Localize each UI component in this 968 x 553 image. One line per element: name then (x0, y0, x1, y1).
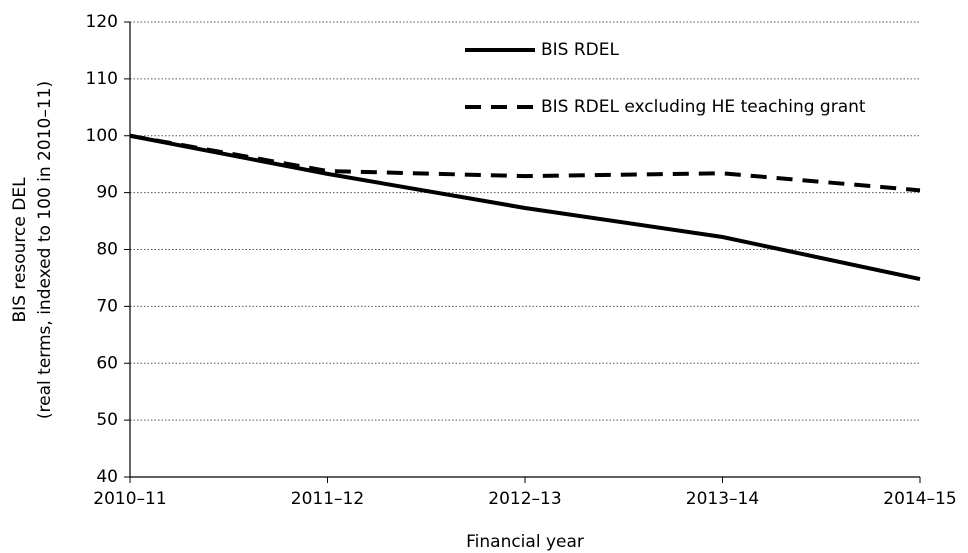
y-tick-label: 70 (96, 296, 118, 316)
series-line (129, 133, 921, 282)
x-tick-label: 2011–12 (291, 489, 364, 509)
x-tick-label: 2010–11 (93, 489, 166, 509)
x-axis-label: Financial year (466, 532, 584, 552)
y-tick-label: 80 (96, 240, 118, 260)
legend-label: BIS RDEL (541, 40, 620, 60)
series-line (129, 133, 921, 193)
y-tick-label: 120 (86, 12, 118, 32)
x-tick-label: 2012–13 (488, 489, 561, 509)
x-tick-label: 2013–14 (686, 489, 759, 509)
y-tick-label: 110 (86, 69, 118, 89)
y-tick-label: 90 (96, 183, 118, 203)
y-tick-label: 40 (96, 467, 118, 487)
y-axis-label: BIS resource DEL (10, 177, 30, 323)
y-tick-label: 100 (86, 126, 118, 146)
legend-label: BIS RDEL excluding HE teaching grant (541, 97, 866, 117)
y-tick-label: 60 (96, 353, 118, 373)
y-tick-label: 50 (96, 410, 118, 430)
x-tick-label: 2014–15 (883, 489, 956, 509)
y-axis-label: (real terms, indexed to 100 in 2010–11) (35, 81, 55, 419)
